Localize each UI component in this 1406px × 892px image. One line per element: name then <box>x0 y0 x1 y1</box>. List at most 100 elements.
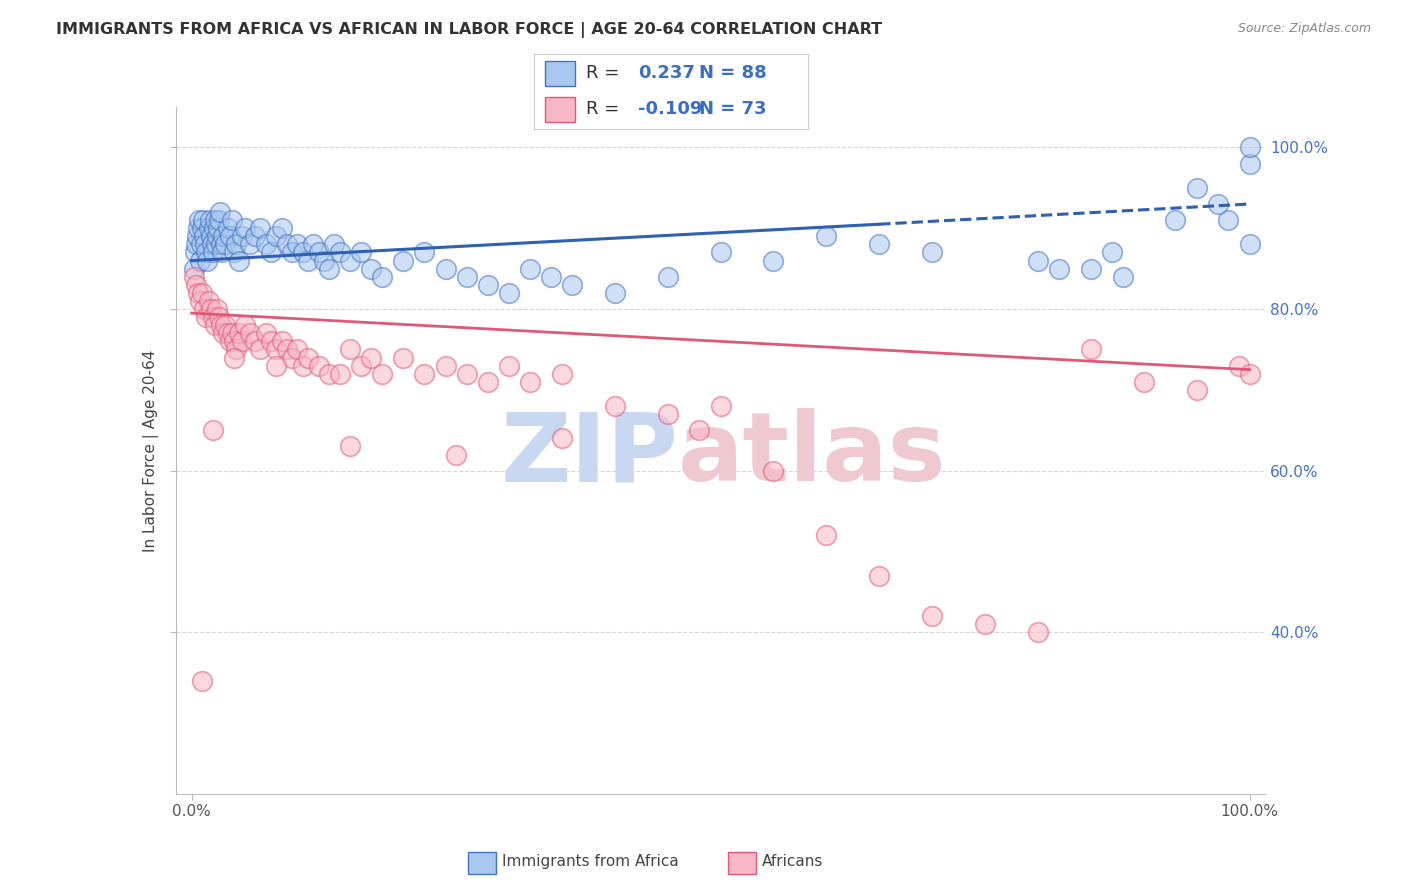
Point <box>561 277 583 292</box>
Point <box>339 343 361 357</box>
Point <box>1080 343 1102 357</box>
Point <box>201 423 224 437</box>
Point <box>477 375 499 389</box>
Point <box>184 237 207 252</box>
Point <box>222 245 245 260</box>
Point <box>207 221 229 235</box>
Point <box>221 326 243 341</box>
Point <box>193 301 215 316</box>
Point <box>603 285 626 300</box>
Point <box>211 245 233 260</box>
Point <box>197 221 219 235</box>
Point <box>339 253 361 268</box>
Point <box>456 269 478 284</box>
Point <box>217 221 239 235</box>
Point <box>218 334 240 349</box>
Point <box>1239 367 1261 381</box>
Point <box>1047 261 1070 276</box>
Point <box>281 245 304 260</box>
Point <box>209 237 232 252</box>
Point <box>329 245 352 260</box>
Point <box>688 423 710 437</box>
Point <box>221 213 243 227</box>
Point <box>264 359 287 373</box>
Point <box>762 464 785 478</box>
Point <box>243 334 266 349</box>
Point <box>222 351 245 365</box>
Point <box>214 237 236 252</box>
Point <box>868 237 890 252</box>
Point <box>392 253 415 268</box>
Point <box>868 568 890 582</box>
Point <box>225 237 247 252</box>
Text: ZIP: ZIP <box>501 408 678 501</box>
Text: atlas: atlas <box>678 408 946 501</box>
Point <box>434 359 457 373</box>
Point <box>360 261 382 276</box>
Point <box>208 310 231 325</box>
Point <box>214 318 236 333</box>
Point <box>498 359 520 373</box>
Text: Africans: Africans <box>762 855 823 869</box>
Point <box>434 261 457 276</box>
Point <box>260 334 283 349</box>
Point <box>413 245 436 260</box>
Point <box>254 237 277 252</box>
Point <box>233 221 256 235</box>
Point <box>217 326 239 341</box>
Text: N = 73: N = 73 <box>699 100 766 118</box>
Point <box>519 261 541 276</box>
Point <box>339 439 361 453</box>
Text: IMMIGRANTS FROM AFRICA VS AFRICAN IN LABOR FORCE | AGE 20-64 CORRELATION CHART: IMMIGRANTS FROM AFRICA VS AFRICAN IN LAB… <box>56 22 883 38</box>
Point <box>218 229 240 244</box>
Point <box>225 343 247 357</box>
Text: R =: R = <box>586 100 626 118</box>
Point <box>193 213 215 227</box>
Point <box>197 253 219 268</box>
Point <box>762 253 785 268</box>
Point <box>1239 156 1261 170</box>
Point <box>1026 253 1049 268</box>
Point <box>921 245 943 260</box>
FancyBboxPatch shape <box>546 62 575 87</box>
Point <box>1227 359 1250 373</box>
Point <box>308 359 330 373</box>
Point <box>302 237 325 252</box>
Point <box>392 351 415 365</box>
Point <box>201 310 224 325</box>
Point <box>188 293 211 308</box>
Point <box>413 367 436 381</box>
Point <box>231 229 253 244</box>
Point <box>209 205 232 219</box>
Point <box>204 213 226 227</box>
Point <box>329 367 352 381</box>
Point <box>222 334 245 349</box>
Text: 0.237: 0.237 <box>638 64 696 82</box>
Text: R =: R = <box>586 64 626 82</box>
Point <box>297 253 319 268</box>
Point <box>1239 237 1261 252</box>
Point <box>1111 269 1133 284</box>
Point <box>191 673 214 688</box>
Point <box>371 269 394 284</box>
Point <box>281 351 304 365</box>
Point <box>264 343 287 357</box>
Point <box>200 229 222 244</box>
Point <box>239 237 262 252</box>
FancyBboxPatch shape <box>468 852 496 873</box>
Point <box>190 237 212 252</box>
Point <box>205 301 228 316</box>
Point <box>974 617 997 632</box>
Point <box>183 269 205 284</box>
Point <box>312 253 335 268</box>
Point <box>1026 625 1049 640</box>
Point <box>243 229 266 244</box>
Point <box>297 351 319 365</box>
FancyBboxPatch shape <box>728 852 755 873</box>
Point <box>209 318 232 333</box>
Point <box>456 367 478 381</box>
Point <box>287 237 309 252</box>
Point <box>184 277 207 292</box>
Point <box>228 253 250 268</box>
Point <box>1101 245 1123 260</box>
